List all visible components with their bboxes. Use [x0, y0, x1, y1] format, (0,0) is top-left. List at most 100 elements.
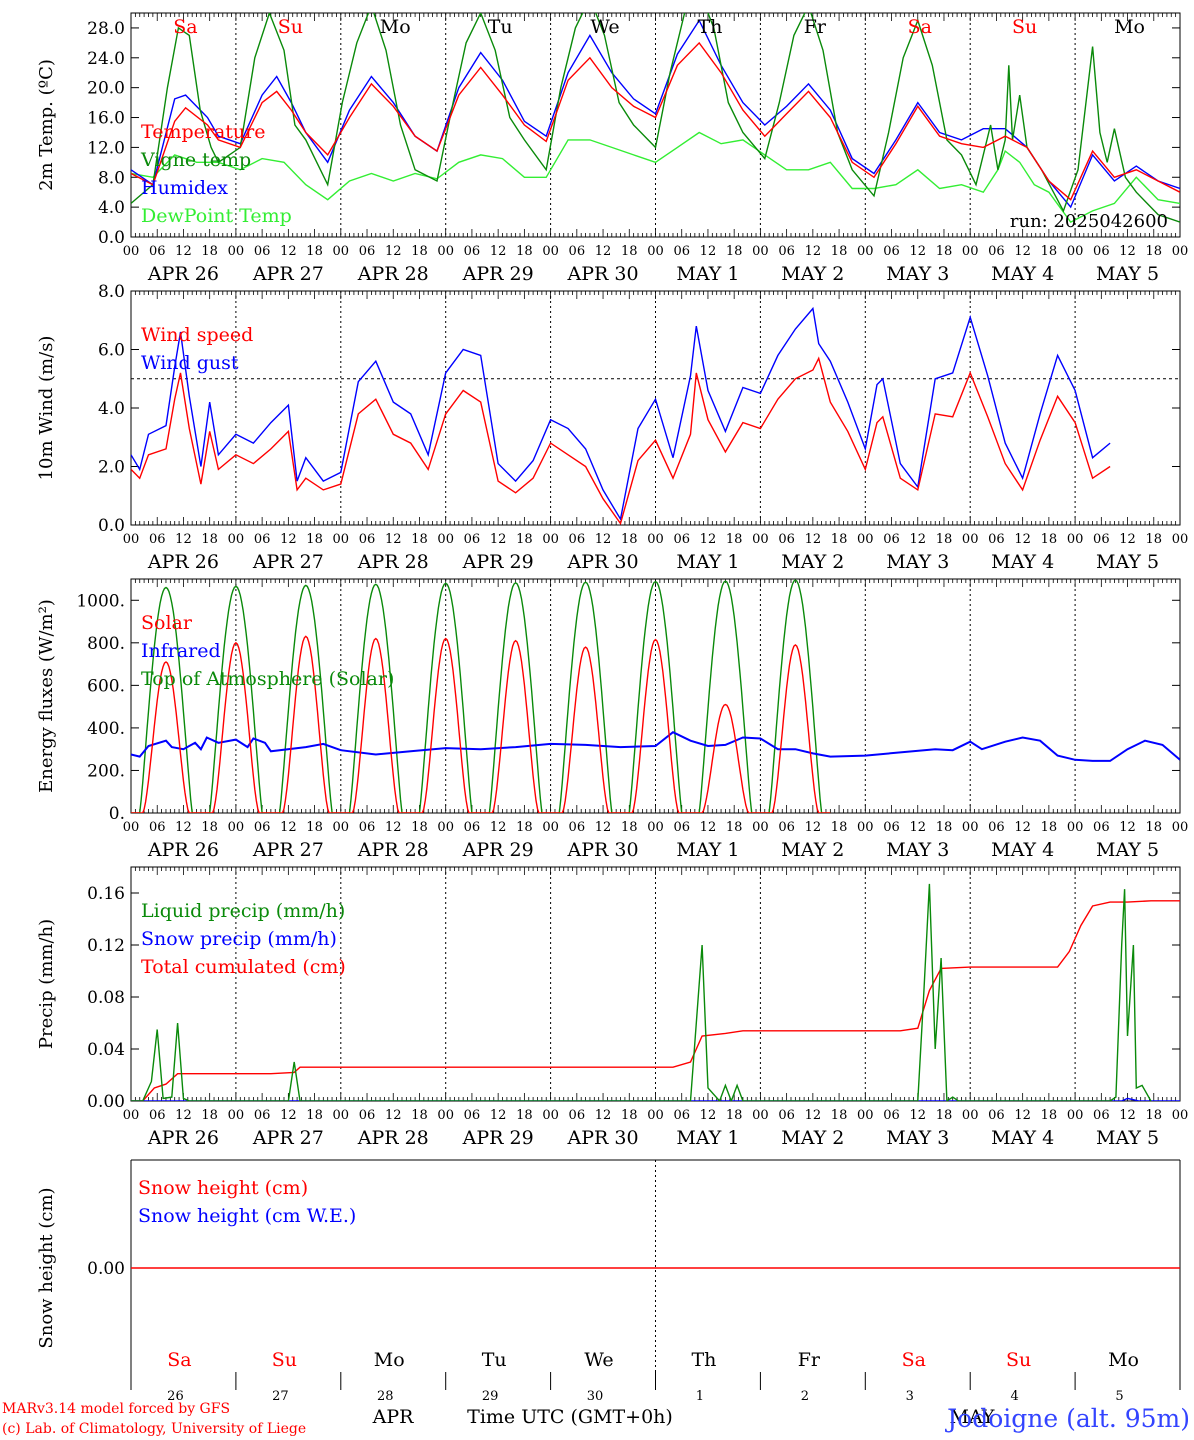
date-label: MAY 5: [1096, 263, 1159, 285]
y-tick-label: 0.: [109, 804, 125, 824]
hour-tick-label: 00: [542, 244, 559, 259]
hour-tick-label: 06: [778, 1108, 795, 1123]
hour-tick-label: 00: [437, 1108, 454, 1123]
date-label: APR 30: [567, 839, 639, 861]
day-of-week-label-bottom: Th: [691, 1349, 716, 1371]
date-label: APR 29: [462, 263, 534, 285]
date-label: MAY 1: [676, 1127, 739, 1149]
y-tick-label: 0.0: [98, 228, 125, 248]
hour-tick-label: 12: [909, 1108, 926, 1123]
y-tick-label: 400.: [87, 719, 125, 739]
y-tick-label: 20.0: [87, 79, 125, 99]
hour-tick-label: 18: [831, 1108, 848, 1123]
hour-tick-label: 12: [595, 820, 612, 835]
legend-entry: Total cumulated (cm): [141, 956, 346, 978]
hour-tick-label: 06: [883, 532, 900, 547]
hour-tick-label: 12: [385, 244, 402, 259]
date-label: APR 26: [147, 1127, 219, 1149]
hour-tick-label: 06: [149, 532, 166, 547]
hour-tick-label: 18: [306, 244, 323, 259]
series-line-wind-gust: [131, 306, 1111, 522]
y-tick-label: 8.0: [98, 282, 125, 302]
hour-tick-label: 18: [201, 244, 218, 259]
run-annotation: run: 2025042600: [1010, 211, 1168, 232]
hour-tick-label: 06: [149, 244, 166, 259]
date-label: APR 26: [147, 263, 219, 285]
hour-tick-label: 18: [831, 532, 848, 547]
hour-tick-label: 18: [516, 244, 533, 259]
hour-tick-label: 12: [280, 1108, 297, 1123]
hour-tick-label: 00: [333, 820, 350, 835]
date-label: APR 26: [147, 839, 219, 861]
hour-tick-label: 12: [700, 244, 717, 259]
date-label: MAY 3: [886, 263, 949, 285]
date-label: MAY 2: [781, 1127, 844, 1149]
hour-tick-label: 18: [621, 532, 638, 547]
hour-tick-label: 12: [280, 532, 297, 547]
day-of-week-label-bottom: Mo: [1108, 1349, 1139, 1371]
legend-entry: DewPoint Temp: [141, 205, 292, 227]
date-label: MAY 3: [886, 839, 949, 861]
hour-tick-label: 06: [673, 820, 690, 835]
hour-tick-label: 00: [647, 244, 664, 259]
day-of-week-label: Sa: [173, 16, 197, 38]
y-tick-label: 16.0: [87, 109, 125, 129]
hour-tick-label: 12: [490, 820, 507, 835]
date-label: APR 28: [357, 1127, 429, 1149]
hour-tick-label: 00: [1067, 820, 1084, 835]
hour-tick-label: 18: [306, 820, 323, 835]
date-label: MAY 1: [676, 551, 739, 573]
hour-tick-label: 18: [726, 820, 743, 835]
hour-tick-label: 00: [333, 1108, 350, 1123]
y-tick-label: 0.12: [87, 936, 125, 956]
day-of-week-label-bottom: Mo: [374, 1349, 405, 1371]
legend-entry: Infrared: [141, 640, 221, 662]
day-number-label: 29: [482, 1389, 499, 1404]
hour-tick-label: 06: [569, 532, 586, 547]
y-tick-label: 800.: [87, 634, 125, 654]
hour-tick-label: 00: [228, 244, 245, 259]
hour-tick-label: 00: [228, 820, 245, 835]
hour-tick-label: 06: [988, 820, 1005, 835]
hour-tick-label: 12: [909, 532, 926, 547]
date-label: APR 27: [252, 1127, 324, 1149]
hour-tick-label: 12: [909, 820, 926, 835]
hour-tick-label: 06: [464, 1108, 481, 1123]
day-of-week-label: We: [590, 16, 619, 38]
y-tick-label: 0.00: [87, 1259, 125, 1279]
hour-tick-label: 18: [516, 1108, 533, 1123]
hour-tick-label: 18: [621, 244, 638, 259]
hour-tick-label: 00: [962, 1108, 979, 1123]
snow-y-axis-label: Snow height (cm): [36, 1187, 57, 1348]
hour-tick-label: 00: [1172, 244, 1189, 259]
day-number-label: 26: [167, 1389, 184, 1404]
y-tick-label: 0.00: [87, 1092, 125, 1112]
hour-tick-label: 06: [988, 532, 1005, 547]
day-of-week-label-bottom: Su: [272, 1349, 297, 1371]
hour-tick-label: 18: [831, 244, 848, 259]
hour-tick-label: 12: [700, 820, 717, 835]
hour-tick-label: 06: [254, 244, 271, 259]
day-of-week-label: Su: [1012, 16, 1037, 38]
hour-tick-label: 00: [123, 1108, 140, 1123]
date-label: MAY 1: [676, 263, 739, 285]
y-tick-label: 0.08: [87, 988, 125, 1008]
legend-entry: Temperature: [141, 121, 265, 143]
hour-tick-label: 06: [778, 244, 795, 259]
date-label: MAY 5: [1096, 839, 1159, 861]
date-label: MAY 5: [1096, 551, 1159, 573]
legend-entry: Snow height (cm): [138, 1177, 308, 1199]
hour-tick-label: 06: [569, 820, 586, 835]
hour-tick-label: 12: [1119, 1108, 1136, 1123]
hour-tick-label: 06: [883, 1108, 900, 1123]
hour-tick-label: 12: [490, 532, 507, 547]
hour-tick-label: 18: [726, 532, 743, 547]
month-label-apr: APR: [372, 1406, 415, 1428]
hour-tick-label: 18: [1146, 244, 1163, 259]
hour-tick-label: 12: [1014, 244, 1031, 259]
hour-tick-label: 18: [306, 1108, 323, 1123]
snow-panel: 0.00 Snow height (cm) Snow height (cm) Snow…: [36, 1159, 1181, 1390]
hour-tick-label: 06: [149, 820, 166, 835]
hour-tick-label: 06: [569, 244, 586, 259]
day-of-week-label: Th: [697, 16, 722, 38]
